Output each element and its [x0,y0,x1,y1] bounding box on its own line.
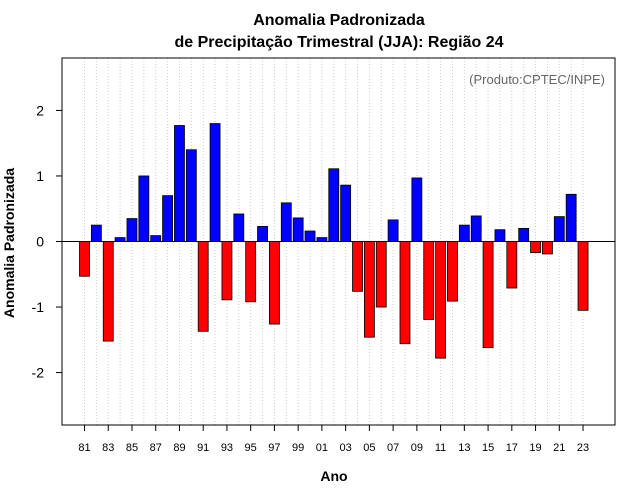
bar-09 [411,177,423,242]
x-tick-label: 93 [221,442,233,454]
bar-91 [197,241,209,332]
bar-08 [399,241,411,345]
y-tick-label: 1 [36,168,44,184]
credit-annotation: (Produto:CPTEC/INPE) [469,72,605,87]
x-tick-label: 89 [173,442,185,454]
x-tick-label: 87 [150,442,162,454]
x-tick-label: 23 [577,442,589,454]
bar-94 [233,213,245,242]
x-tick-label: 01 [316,442,328,454]
bar-04 [352,241,363,292]
bar-88 [162,195,173,242]
bar-95 [245,241,257,303]
x-tick-label: 21 [553,442,565,454]
bar-84 [114,237,126,242]
bar-12 [447,241,458,302]
bar-87 [150,235,162,242]
bar-96 [257,226,268,242]
bar-92 [209,123,221,242]
bar-00 [304,230,316,242]
y-tick-label: 0 [36,234,44,250]
bar-19 [530,241,541,254]
x-tick-label: 15 [482,442,494,454]
bar-22 [565,193,577,242]
bar-90 [185,149,197,242]
x-axis: 81 83 85 87 89 91 93 95 97 99 01 03 05 07 09 11 13 15 17 19… [78,425,589,454]
bar-13 [458,224,470,242]
bar-23 [577,241,589,311]
x-tick-label: 03 [340,442,352,454]
x-tick-label: 05 [363,442,375,454]
bar-20 [542,241,553,255]
bar-82 [90,224,102,242]
x-tick-label: 83 [102,442,114,454]
bar-11 [435,241,447,359]
x-tick-label: 91 [197,442,209,454]
bar-86 [138,175,150,242]
x-tick-label: 19 [529,442,541,454]
x-tick-label: 11 [435,442,446,454]
x-tick-label: 13 [458,442,470,454]
bar-01 [316,237,328,242]
x-tick-label: 81 [78,442,90,454]
bar-99 [292,217,304,242]
bar-15 [482,241,494,349]
bar-05 [363,241,375,338]
bar-02 [328,168,340,242]
chart-title: Anomalia Padronizada [253,12,425,29]
bar-07 [387,219,399,242]
y-tick-label: 2 [36,102,44,118]
y-tick-label: -2 [32,365,45,381]
bar-21 [553,216,565,242]
x-tick-label: 07 [387,442,399,454]
chart-subtitle: de Precipitação Trimestral (JJA): Região… [174,34,503,51]
x-tick-label: 99 [292,442,304,454]
bar-97 [269,241,280,325]
bars [79,123,589,359]
bar-98 [280,202,292,242]
y-tick-label: -1 [32,299,45,315]
bar-17 [506,241,518,289]
bar-85 [126,218,138,242]
x-tick-label: 17 [506,442,518,454]
bar-03 [340,184,352,242]
x-tick-label: 97 [268,442,280,454]
bar-14 [470,215,482,242]
y-axis: -2 -1 0 1 2 [32,102,62,381]
bar-83 [102,241,114,342]
bar-06 [375,241,387,308]
y-axis-title: Anomalia Padronizada [1,168,17,318]
bar-16 [494,229,506,242]
x-axis-title: Ano [320,468,347,484]
bar-89 [174,125,185,242]
bar-81 [79,241,90,277]
x-tick-label: 09 [411,442,423,454]
x-tick-label: 95 [245,442,257,454]
bar-93 [221,241,233,301]
bar-18 [518,227,530,242]
x-tick-label: 85 [126,442,138,454]
bar-10 [423,241,435,320]
